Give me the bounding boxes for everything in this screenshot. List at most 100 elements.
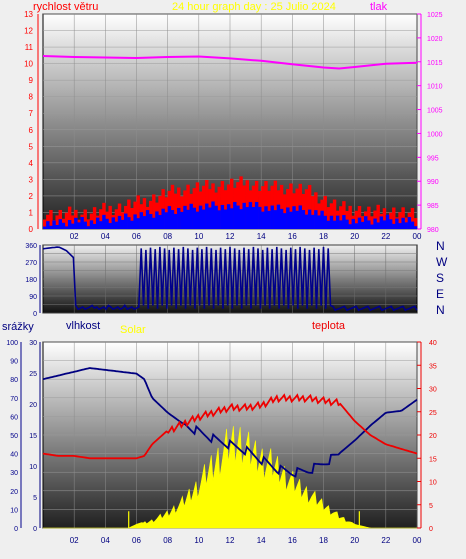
rain-tick: 90 xyxy=(10,359,18,366)
rain-tick: 50 xyxy=(10,433,18,440)
wind-gust-bar xyxy=(58,219,62,229)
wind-gust-bar xyxy=(192,207,197,229)
temperature-tick: 40 xyxy=(429,340,437,347)
wind-speed-bar xyxy=(264,181,268,229)
wind-gust-bar xyxy=(401,217,405,229)
wind-gust-bar xyxy=(326,220,331,229)
wind-speed-bar xyxy=(367,206,371,229)
wind-gust-bar xyxy=(382,220,387,229)
temperature-tick: 15 xyxy=(429,456,437,463)
rain-tick: 80 xyxy=(10,377,18,384)
pressure-tick: 985 xyxy=(427,203,439,210)
rain-tick: 0 xyxy=(14,526,18,533)
wind-speed-tick: 7 xyxy=(29,109,34,118)
wind-x-tick-label: 18 xyxy=(319,232,328,241)
humidity-tick: 5 xyxy=(33,495,37,502)
wind-speed-bar xyxy=(398,212,402,229)
wind-gust-bar xyxy=(351,218,355,229)
wind-speed-bar xyxy=(304,189,309,229)
wind-speed-bar xyxy=(158,195,162,229)
pressure-tick: 995 xyxy=(427,155,439,162)
rain-label: srážky xyxy=(2,321,34,333)
wind-gust-bar xyxy=(379,216,384,229)
temperature-label: teplota xyxy=(312,320,346,332)
pressure-tick: 1015 xyxy=(427,60,443,67)
wind-gust-bar xyxy=(142,216,147,229)
wind-gust-bar xyxy=(226,204,231,229)
climate-x-tick-label: 04 xyxy=(101,536,110,545)
wind-gust-bar xyxy=(398,223,402,229)
wind-gust-bar xyxy=(114,221,119,229)
pressure-tick: 1020 xyxy=(427,36,443,43)
wind-speed-bar xyxy=(49,209,53,229)
compass-n-bottom: N xyxy=(436,303,445,317)
wind-gust-bar xyxy=(155,211,159,229)
climate-x-tick-label: 10 xyxy=(194,536,203,545)
wind-speed-bar xyxy=(354,210,359,229)
wind-gust-bar xyxy=(223,209,228,229)
wind-speed-bar xyxy=(142,198,147,229)
temperature-tick: 5 xyxy=(429,503,433,510)
wind-gust-bar xyxy=(83,221,87,229)
wind-gust-bar xyxy=(323,215,327,229)
humidity-line xyxy=(42,367,418,478)
wind-gust-bar xyxy=(127,217,131,229)
wind-gust-bar xyxy=(170,210,175,229)
wind-gust-bar xyxy=(158,215,162,229)
climate-x-tick-label: 02 xyxy=(70,536,79,545)
wind-speed-bar xyxy=(173,193,178,229)
wind-speed-bar xyxy=(239,176,243,229)
wind-gust-bar xyxy=(317,215,321,229)
climate-x-tick-label: 08 xyxy=(163,536,172,545)
wind-gust-bar xyxy=(264,206,268,229)
wind-gust-bar xyxy=(392,223,396,229)
wind-gust-bar xyxy=(311,214,315,229)
wind-speed-bar xyxy=(99,209,103,229)
wind-gust-bar xyxy=(201,209,206,229)
wind-speed-tick: 10 xyxy=(24,60,33,69)
wind-gust-bar xyxy=(167,206,172,229)
wind-speed-bar xyxy=(279,184,284,229)
pressure-tick: 1010 xyxy=(427,84,443,91)
wind-speed-bar xyxy=(295,188,299,229)
wind-gust-bar xyxy=(108,223,112,229)
wind-gust-bar xyxy=(71,223,75,229)
rain-tick: 60 xyxy=(10,414,18,421)
wind-speed-bar xyxy=(267,190,271,229)
pressure-line xyxy=(42,55,418,70)
wind-gust-bar xyxy=(86,226,91,229)
wind-speed-bar xyxy=(64,212,69,229)
climate-x-tick-label: 14 xyxy=(257,536,266,545)
wind-gust-bar xyxy=(230,208,234,229)
wind-gust-bar xyxy=(205,203,209,229)
wind-gust-bar xyxy=(148,213,153,229)
wind-gust-bar xyxy=(233,201,237,229)
rain-tick: 70 xyxy=(10,396,18,403)
wind-speed-bar xyxy=(217,186,221,229)
direction-tick: 180 xyxy=(25,277,37,284)
wind-gust-bar xyxy=(55,225,59,229)
wind-speed-bar xyxy=(92,207,97,229)
wind-gust-bar xyxy=(164,212,168,229)
wind-speed-bar xyxy=(392,207,396,229)
wind-speed-bar xyxy=(43,219,47,229)
climate-x-tick-label: 18 xyxy=(319,536,328,545)
wind-speed-bar xyxy=(136,195,140,229)
wind-gust-bar xyxy=(208,207,212,229)
wind-speed-bar xyxy=(83,209,87,229)
wind-gust-bar xyxy=(52,220,56,229)
wind-speed-bar xyxy=(152,194,156,229)
wind-gust-bar xyxy=(410,221,415,229)
pressure-tick: 1000 xyxy=(427,131,443,138)
wind-x-tick-label: 20 xyxy=(350,232,359,241)
climate-x-tick-label: 00 xyxy=(413,536,422,545)
wind-x-tick-label: 12 xyxy=(226,232,235,241)
climate-x-tick-label: 16 xyxy=(288,536,297,545)
wind-gust-bar xyxy=(314,210,318,229)
wind-gust-bar xyxy=(320,210,324,229)
wind-gust-bar xyxy=(298,205,302,229)
wind-gust-bar xyxy=(335,215,340,229)
wind-gust-bar xyxy=(195,211,200,229)
wind-gust-bar xyxy=(289,211,293,229)
compass-n-top: N xyxy=(436,239,445,253)
